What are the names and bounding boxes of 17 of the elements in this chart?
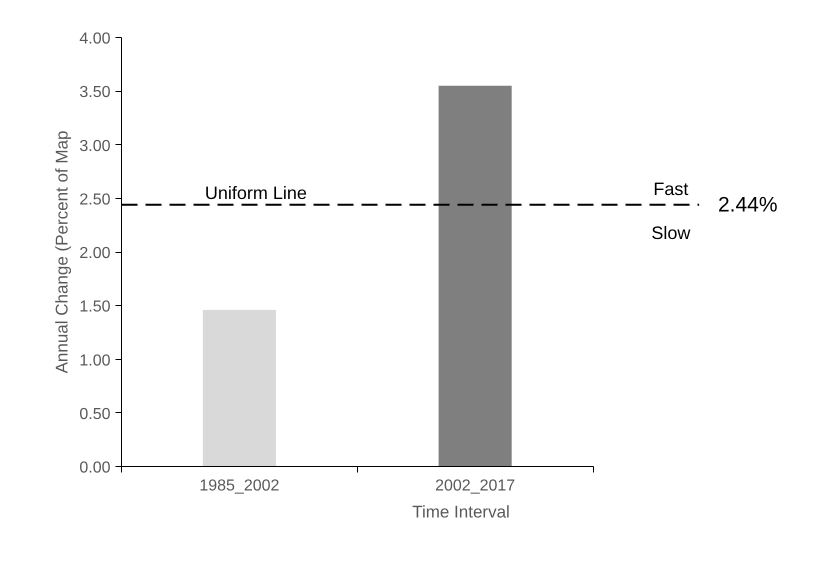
annotation: Slow bbox=[651, 222, 692, 243]
y-tick-label: 1.00 bbox=[79, 352, 111, 370]
x-tick-label: 1985_2002 bbox=[199, 478, 280, 494]
y-tick-label: 3.00 bbox=[79, 138, 111, 155]
x-tick-label: 2002_2017 bbox=[435, 478, 516, 494]
y-tick-label: 4.00 bbox=[79, 30, 111, 48]
annotation: Uniform Line bbox=[204, 182, 307, 203]
annotation: Fast bbox=[653, 178, 688, 199]
y-tick-label: 0.00 bbox=[79, 460, 111, 476]
y-tick-label: 2.50 bbox=[79, 191, 111, 208]
y-axis-title: Annual Change (Percent of Map bbox=[52, 130, 72, 374]
y-tick-label: 1.50 bbox=[79, 298, 111, 316]
y-tick-label: 2.00 bbox=[79, 245, 111, 262]
x-axis-title: Time Interval bbox=[412, 502, 510, 522]
y-tick-label: 3.50 bbox=[79, 84, 111, 102]
ref-line-label: 2.44% bbox=[718, 193, 778, 216]
y-tick-label: 0.50 bbox=[79, 406, 111, 423]
